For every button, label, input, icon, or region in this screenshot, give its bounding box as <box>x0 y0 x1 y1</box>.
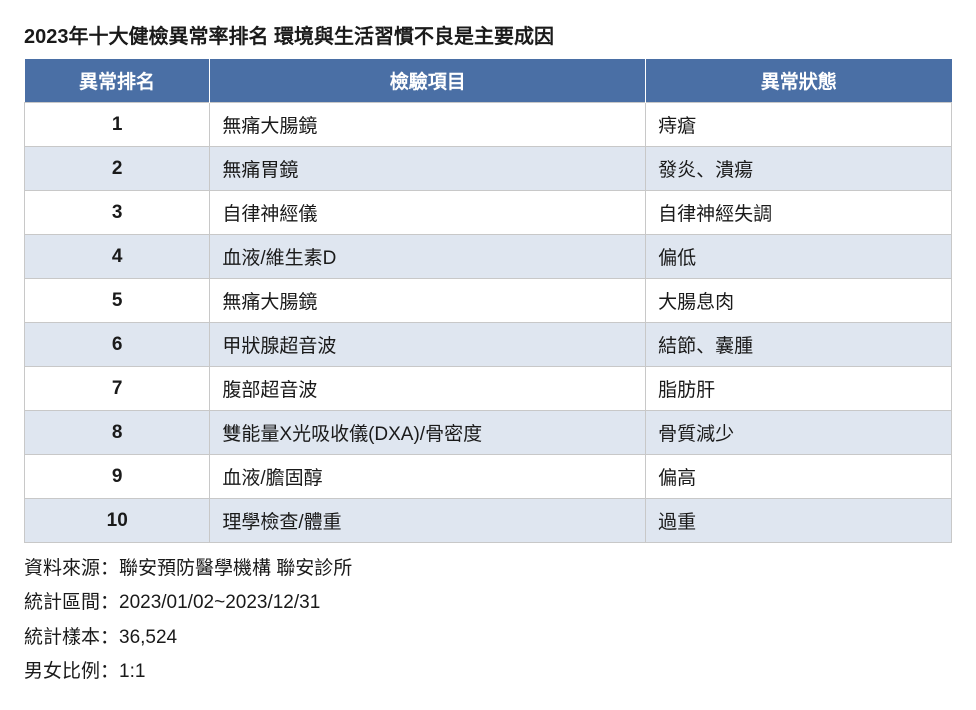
cell-rank: 8 <box>25 411 210 455</box>
cell-status: 骨質減少 <box>646 411 952 455</box>
header-item: 檢驗項目 <box>210 59 646 103</box>
table-row: 9血液/膽固醇偏高 <box>25 455 952 499</box>
cell-status: 過重 <box>646 499 952 543</box>
footer-notes: 資料來源：聯安預防醫學機構 聯安診所 統計區間：2023/01/02~2023/… <box>24 553 952 688</box>
cell-item: 雙能量X光吸收儀(DXA)/骨密度 <box>210 411 646 455</box>
cell-item: 無痛大腸鏡 <box>210 103 646 147</box>
note-ratio: 男女比例：1:1 <box>24 656 952 688</box>
table-row: 2無痛胃鏡發炎、潰瘍 <box>25 147 952 191</box>
header-rank: 異常排名 <box>25 59 210 103</box>
cell-item: 甲狀腺超音波 <box>210 323 646 367</box>
cell-rank: 4 <box>25 235 210 279</box>
cell-item: 理學檢查/體重 <box>210 499 646 543</box>
cell-status: 偏高 <box>646 455 952 499</box>
cell-status: 自律神經失調 <box>646 191 952 235</box>
table-row: 6甲狀腺超音波結節、囊腫 <box>25 323 952 367</box>
cell-rank: 9 <box>25 455 210 499</box>
page-title: 2023年十大健檢異常率排名 環境與生活習慣不良是主要成因 <box>24 20 952 49</box>
cell-item: 腹部超音波 <box>210 367 646 411</box>
cell-status: 結節、囊腫 <box>646 323 952 367</box>
cell-item: 無痛胃鏡 <box>210 147 646 191</box>
cell-rank: 1 <box>25 103 210 147</box>
header-status: 異常狀態 <box>646 59 952 103</box>
cell-rank: 5 <box>25 279 210 323</box>
table-row: 8雙能量X光吸收儀(DXA)/骨密度骨質減少 <box>25 411 952 455</box>
table-row: 7腹部超音波脂肪肝 <box>25 367 952 411</box>
cell-rank: 2 <box>25 147 210 191</box>
table-row: 10理學檢查/體重過重 <box>25 499 952 543</box>
cell-status: 脂肪肝 <box>646 367 952 411</box>
cell-status: 偏低 <box>646 235 952 279</box>
note-period: 統計區間：2023/01/02~2023/12/31 <box>24 587 952 619</box>
note-source: 資料來源：聯安預防醫學機構 聯安診所 <box>24 553 952 585</box>
cell-status: 發炎、潰瘍 <box>646 147 952 191</box>
cell-rank: 7 <box>25 367 210 411</box>
table-row: 4血液/維生素D偏低 <box>25 235 952 279</box>
table-row: 5無痛大腸鏡大腸息肉 <box>25 279 952 323</box>
table-row: 3自律神經儀自律神經失調 <box>25 191 952 235</box>
note-sample: 統計樣本：36,524 <box>24 622 952 654</box>
cell-item: 血液/維生素D <box>210 235 646 279</box>
cell-rank: 6 <box>25 323 210 367</box>
cell-status: 大腸息肉 <box>646 279 952 323</box>
table-header-row: 異常排名 檢驗項目 異常狀態 <box>25 59 952 103</box>
cell-status: 痔瘡 <box>646 103 952 147</box>
cell-item: 無痛大腸鏡 <box>210 279 646 323</box>
cell-item: 血液/膽固醇 <box>210 455 646 499</box>
table-row: 1無痛大腸鏡痔瘡 <box>25 103 952 147</box>
cell-rank: 10 <box>25 499 210 543</box>
cell-item: 自律神經儀 <box>210 191 646 235</box>
ranking-table: 異常排名 檢驗項目 異常狀態 1無痛大腸鏡痔瘡2無痛胃鏡發炎、潰瘍3自律神經儀自… <box>24 59 952 543</box>
cell-rank: 3 <box>25 191 210 235</box>
